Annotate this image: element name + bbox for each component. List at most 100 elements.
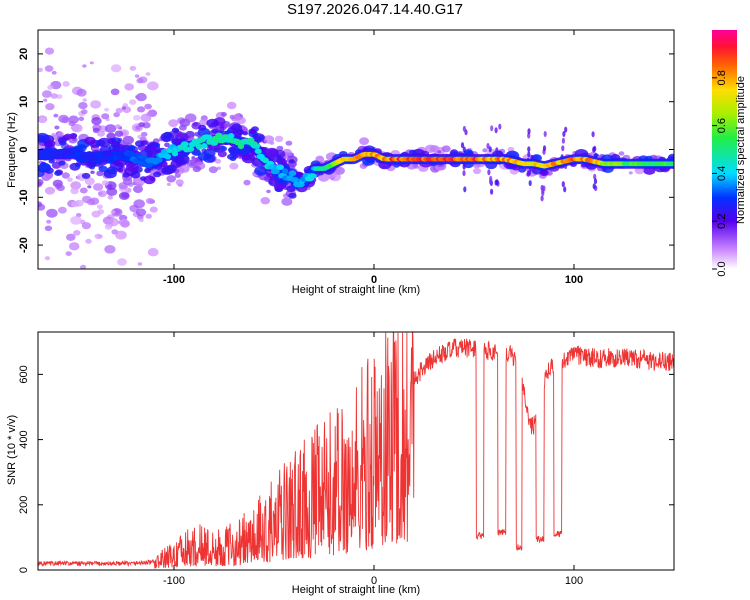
spectral-blob [136,78,143,84]
spectral-blob [227,102,237,109]
ridge-point [228,133,234,139]
spectral-blob [58,137,67,143]
spectral-blob [45,103,54,110]
spectral-blob [116,108,123,113]
spectral-blob [52,71,57,75]
spectral-blob [148,248,159,256]
spectral-blob [119,192,130,200]
spectral-blob [91,117,101,125]
spectrogram-marks [32,48,678,270]
spectral-blob [229,163,238,170]
spectrogram-xlabel: Height of straight line (km) [292,284,420,296]
spectral-blob [104,245,115,254]
spectral-blob [120,220,130,227]
spectral-blob [275,136,283,142]
spectral-streak [490,125,493,131]
spectral-blob [62,81,69,87]
spectral-blob [93,183,103,191]
spectral-streak [562,181,565,187]
colorbar-tick-label: 0.2 [716,214,728,229]
spectral-blob [414,165,419,169]
spectral-blob [198,152,210,161]
spectral-blob [437,150,441,153]
spectral-streak [462,170,465,176]
spectral-blob [84,137,95,145]
spectral-blob [176,179,184,185]
spectral-blob [146,72,151,76]
spectral-blob [101,113,109,119]
spectral-blob [42,90,52,98]
snr-series-line [38,333,674,569]
spectral-blob [58,115,69,123]
colorbar-tick-label: 0.8 [716,70,728,85]
spectral-blob [53,114,58,118]
spectral-streak [594,178,597,184]
spectral-blob [97,131,105,137]
spectral-blob [115,124,121,129]
colorbar-tick-label: 0.4 [716,166,728,181]
spectral-streak [490,189,493,195]
spectral-blob [138,122,145,127]
spectral-blob [97,205,103,210]
spectral-blob [44,141,54,148]
spectral-blob [263,135,274,143]
spectral-blob [473,168,481,174]
spectral-blob [59,161,66,166]
spectral-blob [228,147,237,153]
spectral-blob [166,175,176,182]
spectral-streak [541,188,544,194]
spectral-blob [66,234,76,241]
spectral-streak [562,131,565,137]
spectral-blob [150,207,158,213]
spectral-blob [138,262,143,265]
colorbar-label: Normalized spectral amplitude [735,76,747,224]
spectral-blob [147,81,159,90]
spectral-blob [148,199,155,205]
x-tick-label: -100 [163,274,185,286]
spectral-blob [62,172,70,178]
spectral-blob [140,140,147,145]
spectral-blob [82,64,87,68]
spectral-streak [498,124,501,130]
spectral-blob [144,168,151,173]
spectral-blob [111,210,116,214]
spectral-blob [206,119,218,128]
spectral-blob [70,188,79,195]
spectral-blob [133,115,141,121]
spectral-blob [38,163,51,172]
spectral-blob [242,131,248,135]
spectral-blob [243,180,250,186]
spectral-blob [218,151,227,158]
ridge-point [185,146,194,152]
spectral-blob [98,190,107,197]
ridge-point [94,158,104,164]
x-tick-label: 100 [565,274,583,286]
spectral-blob [90,100,101,108]
spectral-blob [150,146,157,151]
spectral-streak [527,151,530,157]
spectral-blob [209,166,218,173]
spectral-blob [250,129,256,133]
ridge-point [153,157,162,163]
spectral-blob [261,197,271,204]
spectral-blob [146,112,151,116]
ridge-point [69,147,80,153]
spectral-blob [66,251,72,256]
spectral-streak [489,179,492,185]
spectral-blob [137,106,145,112]
spectral-blob [98,138,111,148]
spectral-blob [143,175,155,184]
spectral-streak [495,147,498,153]
spectral-blob [82,222,91,229]
spectral-blob [90,61,94,64]
spectral-blob [82,196,92,203]
spectral-blob [234,114,240,119]
spectral-streak [529,180,532,186]
spectral-blob [130,66,136,71]
spectral-blob [87,185,91,188]
y-tick-label: 20 [18,48,30,60]
spectral-blob [211,129,218,134]
ridge-point [181,141,189,147]
spectral-blob [47,85,53,90]
y-tick-label: -20 [18,237,30,253]
